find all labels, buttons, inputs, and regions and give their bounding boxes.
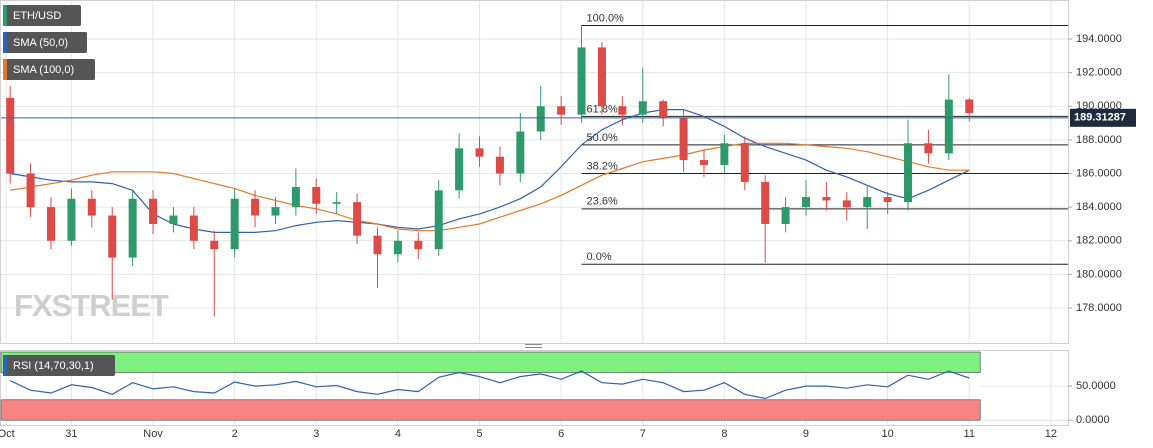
candle-body [210, 240, 219, 250]
x-tick-label: 6 [558, 428, 564, 440]
candle-body [373, 235, 382, 255]
candle-body [189, 215, 198, 241]
legend-box [3, 355, 115, 376]
candle-body [740, 143, 749, 182]
legend-label: ETH/USD [13, 10, 61, 22]
y-tick-label: 194.0000 [1076, 33, 1122, 45]
candle-body [251, 198, 260, 216]
candle-body [414, 240, 423, 250]
legend-box [3, 32, 87, 53]
legend-label: SMA (100,0) [13, 64, 74, 76]
candle-body [108, 215, 117, 258]
y-tick-label: 192.0000 [1076, 67, 1122, 79]
x-tick-label: 11 [964, 428, 975, 440]
legend-swatch [3, 59, 7, 80]
candle-body [495, 156, 504, 174]
x-tick-label: 10 [881, 428, 893, 440]
sma-line [10, 142, 970, 232]
x-tick-label: 5 [476, 428, 482, 440]
x-tick-label: Oct [0, 428, 15, 440]
candle-body [597, 47, 606, 107]
candle-body [699, 160, 708, 166]
y-tick-label: 182.0000 [1076, 235, 1122, 247]
legend-swatch [3, 355, 7, 376]
legend-swatch [3, 32, 7, 53]
x-tick-label: 4 [395, 428, 401, 440]
candle-body [883, 197, 892, 203]
candle-body [965, 99, 974, 113]
price-tag-label: 189.31287 [1074, 112, 1126, 124]
candle-body [904, 143, 913, 203]
fib-label: 0.0% [587, 251, 612, 263]
x-tick-label: 2 [232, 428, 238, 440]
candle-body [679, 118, 688, 161]
x-tick-label: Nov [143, 428, 163, 440]
y-tick-label: 188.0000 [1076, 134, 1122, 146]
legend-swatch [3, 5, 7, 26]
rsi-band [0, 399, 981, 421]
x-tick-label: 3 [313, 428, 319, 440]
candle-body [332, 202, 341, 204]
candle-body [434, 190, 443, 250]
x-tick-label: 9 [803, 428, 809, 440]
y-tick-label: 178.0000 [1076, 302, 1122, 314]
legend-label: SMA (50,0) [13, 37, 68, 49]
candle-body [577, 47, 586, 115]
x-tick-label: 7 [640, 428, 646, 440]
candle-body [87, 198, 96, 216]
main-panel [0, 0, 1069, 344]
rsi-band [0, 351, 981, 373]
candle-body [6, 97, 15, 174]
y-tick-label: 186.0000 [1076, 167, 1122, 179]
candle-body [353, 202, 362, 236]
candle-body [822, 197, 831, 201]
fib-label: 100.0% [587, 12, 625, 24]
legend-label: RSI (14,70,30,1) [13, 360, 94, 372]
price-tag [1070, 108, 1136, 127]
x-tick-label: 8 [721, 428, 727, 440]
candle-body [659, 101, 668, 119]
x-tick-label: 31 [65, 428, 77, 440]
x-tick-label: 12 [1045, 428, 1057, 440]
candle-body [312, 186, 321, 204]
candle-body [169, 215, 178, 224]
candle-body [26, 173, 35, 208]
candle-body [863, 197, 872, 208]
candle-body [149, 198, 158, 224]
candle-body [924, 143, 933, 154]
watermark: FXSTREET [14, 288, 169, 323]
candle-body [271, 207, 280, 216]
candle-body [475, 148, 484, 157]
candle-body [47, 207, 56, 241]
candle-body [455, 148, 464, 191]
candle-body [781, 207, 790, 224]
candle-body [67, 198, 76, 241]
candle-body [944, 99, 953, 154]
y-tick-label: 184.0000 [1076, 201, 1122, 213]
rsi-line [9, 370, 970, 400]
candle-body [516, 131, 525, 174]
candle-body [393, 240, 402, 255]
candle-body [720, 143, 729, 166]
fib-label: 38.2% [587, 160, 618, 172]
y-tick-label: 180.0000 [1076, 268, 1122, 280]
candle-body [638, 101, 647, 115]
candle-body [801, 197, 810, 208]
candle-body [557, 106, 566, 115]
candle-body [230, 198, 239, 250]
candle-body [536, 106, 545, 132]
candle-body [128, 198, 137, 258]
fib-label: 23.6% [587, 196, 618, 208]
candle-body [761, 181, 770, 224]
y-tick-label: 0.0000 [1076, 414, 1110, 426]
legend-box [3, 59, 95, 80]
legend-box [3, 5, 81, 26]
candle-body [291, 186, 300, 208]
candle-body [842, 200, 851, 208]
candle-body [618, 106, 627, 115]
y-tick-label: 50.0000 [1076, 380, 1116, 392]
